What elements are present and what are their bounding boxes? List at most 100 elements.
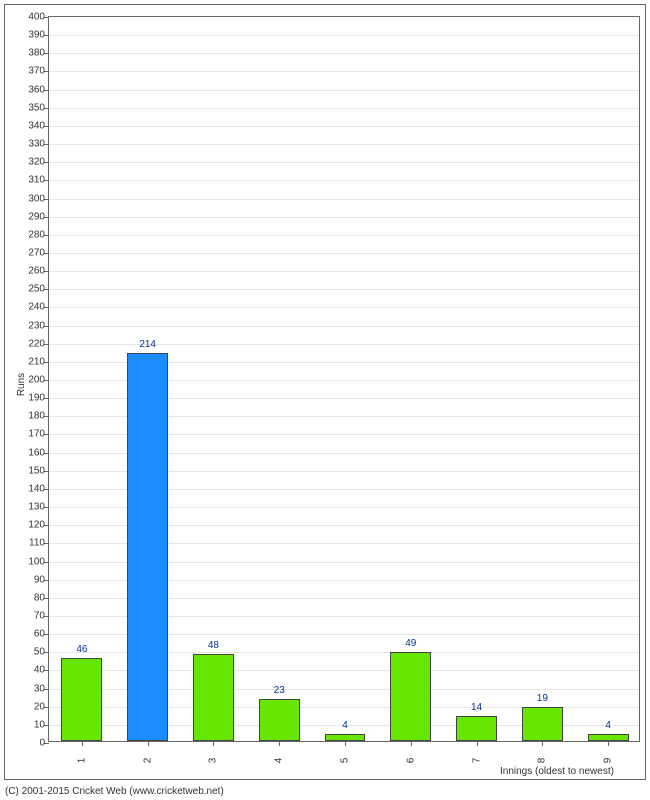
y-tick-label: 300 (28, 193, 45, 204)
gridline (49, 126, 639, 127)
bar-value-label: 46 (76, 644, 87, 655)
y-tick-label: 170 (28, 429, 45, 440)
y-tick-label: 50 (34, 647, 45, 658)
gridline (49, 271, 639, 272)
y-tick-label: 20 (34, 701, 45, 712)
y-tick-label: 230 (28, 320, 45, 331)
copyright-text: (C) 2001-2015 Cricket Web (www.cricketwe… (5, 786, 224, 797)
y-tick-label: 0 (39, 738, 45, 749)
x-tick-mark (279, 741, 280, 746)
x-tick-mark (213, 741, 214, 746)
gridline (49, 108, 639, 109)
y-tick-label: 240 (28, 302, 45, 313)
y-tick-label: 360 (28, 84, 45, 95)
bar-value-label: 4 (342, 720, 348, 731)
gridline (49, 162, 639, 163)
y-tick-label: 180 (28, 411, 45, 422)
x-tick-mark (477, 741, 478, 746)
y-tick-label: 380 (28, 48, 45, 59)
y-tick-label: 30 (34, 683, 45, 694)
gridline (49, 71, 639, 72)
bar (325, 734, 366, 741)
plot-area: 0102030405060708090100110120130140150160… (48, 16, 640, 742)
y-tick-label: 320 (28, 157, 45, 168)
y-tick-label: 130 (28, 502, 45, 513)
x-tick-mark (411, 741, 412, 746)
y-tick-label: 340 (28, 120, 45, 131)
gridline (49, 144, 639, 145)
y-tick-label: 120 (28, 520, 45, 531)
bar-value-label: 48 (208, 640, 219, 651)
y-tick-label: 80 (34, 592, 45, 603)
x-tick-mark (345, 741, 346, 746)
y-tick-label: 10 (34, 719, 45, 730)
gridline (49, 289, 639, 290)
bar (127, 353, 168, 741)
y-tick-label: 270 (28, 247, 45, 258)
x-axis-title: Innings (oldest to newest) (500, 766, 614, 777)
y-tick-label: 90 (34, 574, 45, 585)
y-tick-label: 70 (34, 610, 45, 621)
bar (193, 654, 234, 741)
bar-value-label: 23 (274, 685, 285, 696)
x-tick-label: 3 (208, 758, 219, 764)
y-tick-label: 260 (28, 266, 45, 277)
gridline (49, 326, 639, 327)
y-tick-label: 110 (29, 538, 45, 549)
gridline (49, 344, 639, 345)
y-tick-label: 390 (28, 30, 45, 41)
y-tick-label: 220 (28, 338, 45, 349)
gridline (49, 53, 639, 54)
y-tick-label: 210 (28, 356, 45, 367)
y-axis-title: Runs (16, 373, 27, 396)
x-tick-mark (608, 741, 609, 746)
y-tick-label: 290 (28, 211, 45, 222)
y-tick-label: 140 (28, 483, 45, 494)
bar (456, 716, 497, 741)
gridline (49, 235, 639, 236)
x-tick-label: 4 (274, 758, 285, 764)
y-tick-label: 100 (28, 556, 45, 567)
y-tick-label: 280 (28, 229, 45, 240)
bar-value-label: 19 (537, 693, 548, 704)
y-tick-label: 250 (28, 284, 45, 295)
bar (522, 707, 563, 741)
x-tick-label: 7 (471, 758, 482, 764)
x-tick-label: 1 (76, 758, 87, 764)
x-tick-label: 5 (339, 758, 350, 764)
gridline (49, 180, 639, 181)
y-tick-label: 350 (28, 102, 45, 113)
x-tick-label: 9 (602, 758, 613, 764)
gridline (49, 217, 639, 218)
chart-container: 0 10 20 30 40 50 60 70 80 90 100 110 120 130 140 150 160… (0, 0, 650, 800)
y-tick-label: 150 (28, 465, 45, 476)
y-tick-label: 400 (28, 12, 45, 23)
bar (390, 652, 431, 741)
y-tick-label: 200 (28, 375, 45, 386)
bar-value-label: 14 (471, 702, 482, 713)
bar (588, 734, 629, 741)
y-tick-label: 330 (28, 139, 45, 150)
bar (259, 699, 300, 741)
y-tick-label: 40 (34, 665, 45, 676)
bar (61, 658, 102, 741)
gridline (49, 253, 639, 254)
y-tick-label: 190 (28, 393, 45, 404)
x-tick-mark (82, 741, 83, 746)
y-tick-label: 310 (28, 175, 45, 186)
x-tick-label: 8 (537, 758, 548, 764)
y-tick-label: 370 (28, 66, 45, 77)
y-tick-label: 160 (28, 447, 45, 458)
bar-value-label: 49 (405, 638, 416, 649)
gridline (49, 199, 639, 200)
bar-value-label: 214 (139, 339, 156, 350)
bar-value-label: 4 (605, 720, 611, 731)
gridline (49, 90, 639, 91)
x-tick-label: 2 (142, 758, 153, 764)
x-tick-label: 6 (405, 758, 416, 764)
x-tick-mark (148, 741, 149, 746)
gridline (49, 35, 639, 36)
y-tick-label: 60 (34, 629, 45, 640)
gridline (49, 307, 639, 308)
x-tick-mark (542, 741, 543, 746)
